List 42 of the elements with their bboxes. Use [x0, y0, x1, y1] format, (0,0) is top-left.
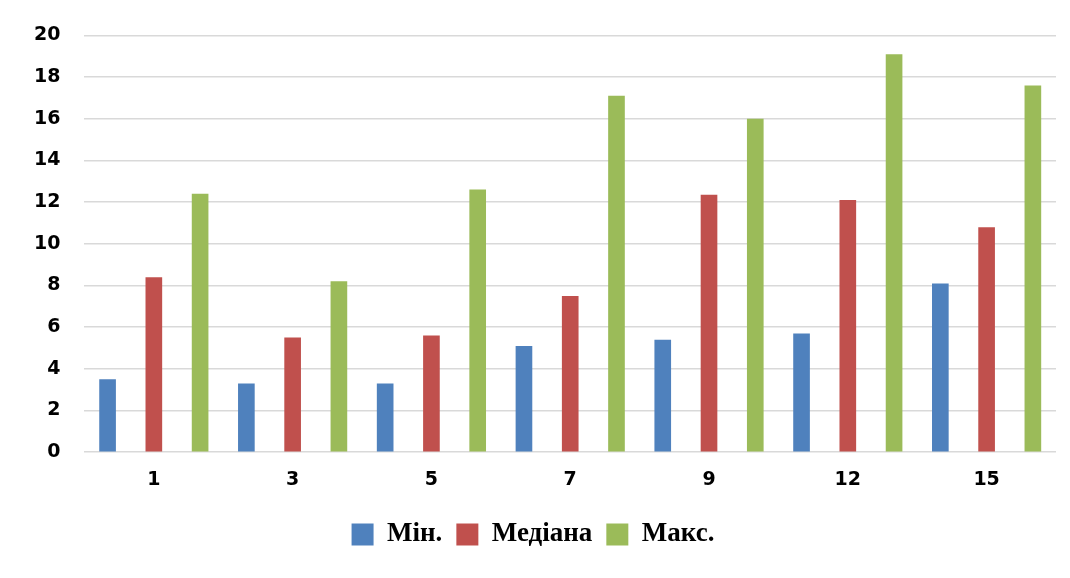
- x-tick-label: 1: [147, 466, 161, 489]
- bar: [423, 335, 440, 452]
- bar: [376, 383, 394, 452]
- y-tick-label: 8: [47, 272, 61, 295]
- bar: [284, 337, 301, 452]
- x-tick-label: 7: [563, 466, 577, 489]
- legend-label: Мін.: [387, 517, 443, 548]
- bar: [1024, 85, 1042, 452]
- x-tick-label: 5: [424, 466, 439, 489]
- bar: [932, 283, 949, 452]
- bar: [330, 281, 348, 452]
- x-tick-label: 3: [286, 466, 300, 489]
- y-tick-label: 20: [33, 22, 61, 45]
- bar: [561, 295, 579, 452]
- bar: [793, 333, 810, 452]
- bar: [238, 383, 255, 452]
- y-tick-label: 18: [33, 64, 61, 87]
- bar: [746, 118, 764, 452]
- bar: [145, 277, 163, 452]
- bar: [99, 379, 116, 452]
- bar: [700, 194, 718, 452]
- legend-label: Макс.: [641, 517, 715, 548]
- bar: [654, 339, 672, 452]
- y-tick-label: 6: [47, 314, 61, 337]
- x-tick-label: 9: [702, 466, 716, 489]
- bar: [515, 345, 533, 452]
- bar: [978, 227, 995, 452]
- y-tick-label: 10: [33, 230, 61, 253]
- y-tick-label: 0: [47, 439, 61, 462]
- y-tick-label: 4: [47, 355, 61, 378]
- y-tick-label: 14: [33, 147, 61, 170]
- bar: [469, 189, 487, 452]
- bar: [191, 193, 209, 452]
- x-tick-label: 15: [973, 466, 1000, 489]
- legend-label: Медіана: [491, 517, 593, 548]
- y-tick-label: 2: [47, 397, 61, 420]
- bar: [839, 200, 857, 452]
- x-tick-label: 12: [834, 466, 862, 489]
- y-tick-label: 12: [33, 189, 61, 212]
- y-tick-label: 16: [33, 105, 61, 128]
- bar: [885, 54, 903, 452]
- bar: [608, 95, 625, 452]
